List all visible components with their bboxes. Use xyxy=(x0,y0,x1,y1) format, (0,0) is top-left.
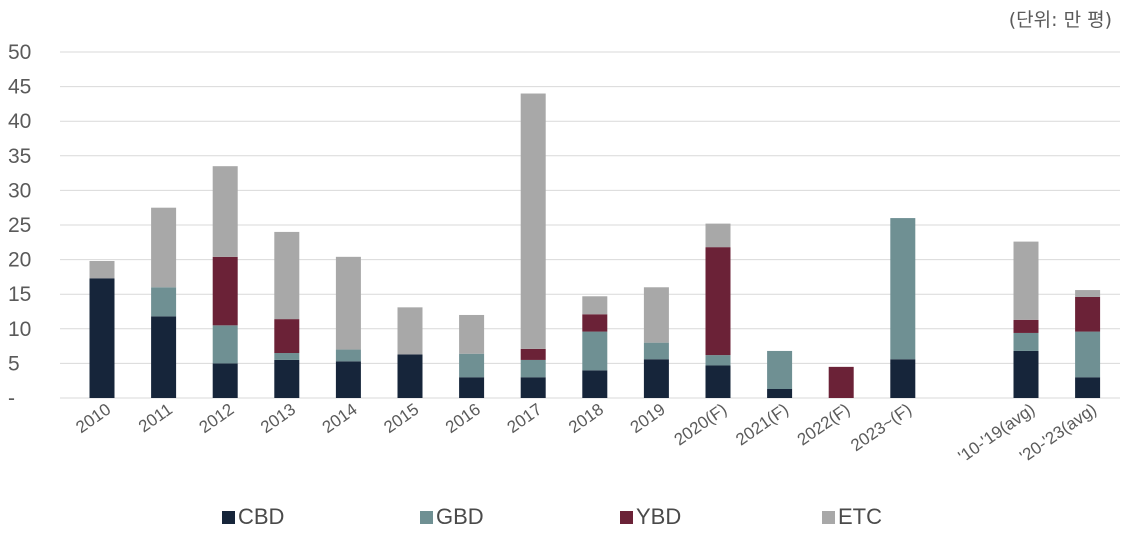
x-tick-label: 2019 xyxy=(627,400,669,437)
y-tick-label: 10 xyxy=(8,318,31,341)
legend-label-etc: ETC xyxy=(838,504,882,529)
bar-segment-cbd xyxy=(705,365,731,398)
bar-segment-cbd xyxy=(890,359,916,398)
bar-segment-gbd xyxy=(582,331,608,371)
bar-segment-etc xyxy=(212,166,238,257)
legend-label-ybd: YBD xyxy=(636,504,681,529)
x-tick-label: 2013 xyxy=(257,400,299,437)
bar-segment-etc xyxy=(643,287,669,343)
bar-segment-ybd xyxy=(274,319,300,354)
bar-segment-gbd xyxy=(767,350,793,390)
legend-label-gbd: GBD xyxy=(436,504,484,529)
y-tick-label: 15 xyxy=(8,283,31,306)
x-tick-label: 2015 xyxy=(380,400,422,437)
bar-segment-cbd xyxy=(274,359,300,398)
y-axis-ticks: - 5 10 15 20 25 30 35 40 45 50 xyxy=(8,41,31,410)
bar-segment-cbd xyxy=(397,354,423,398)
bar-segment-cbd xyxy=(582,370,608,398)
legend-swatch-ybd xyxy=(620,511,633,524)
bar-segment-gbd xyxy=(335,349,361,362)
y-tick-label: 30 xyxy=(8,179,31,202)
x-tick-label: 2023~(F) xyxy=(847,400,915,455)
x-tick-label: 2017 xyxy=(504,400,546,437)
x-tick-label: 2016 xyxy=(442,400,484,437)
y-tick-label: 35 xyxy=(8,145,31,168)
bar-segment-cbd xyxy=(89,278,115,398)
legend-swatch-etc xyxy=(822,511,835,524)
bar-segment-etc xyxy=(582,296,608,315)
x-axis-labels: 2010 2011 2012 2013 2014 2015 2016 2017 2018 2019… xyxy=(72,400,1099,466)
bar-segment-cbd xyxy=(1075,377,1101,398)
bar-segment-etc xyxy=(1013,241,1039,320)
bar-segment-cbd xyxy=(151,316,177,398)
bar-segment-cbd xyxy=(767,389,793,398)
legend-swatch-gbd xyxy=(420,511,433,524)
bar-segment-ybd xyxy=(828,366,854,398)
bar-segment-etc xyxy=(151,207,177,288)
y-tick-label: 20 xyxy=(8,249,31,272)
bar-segment-cbd xyxy=(459,377,485,398)
y-tick-label: 50 xyxy=(8,41,31,64)
bar-segment-gbd xyxy=(890,218,916,360)
bar-segment-gbd xyxy=(705,355,731,366)
bar-segment-etc xyxy=(1075,290,1101,297)
y-tick-label: 40 xyxy=(8,110,31,133)
bar-segment-cbd xyxy=(1013,350,1039,398)
bar-segment-gbd xyxy=(1075,331,1101,378)
x-tick-label: 2010 xyxy=(72,400,114,437)
bar-segment-etc xyxy=(274,231,300,320)
bar-segment-cbd xyxy=(520,377,546,398)
bar-segment-gbd xyxy=(520,359,546,378)
x-tick-label: 2011 xyxy=(135,400,176,437)
legend-label-cbd: CBD xyxy=(238,504,284,529)
bar-segment-cbd xyxy=(212,363,238,398)
bar-segment-gbd xyxy=(1013,332,1039,351)
bar-segment-gbd xyxy=(212,325,238,364)
y-tick-label: - xyxy=(8,387,15,410)
bar-segment-etc xyxy=(89,260,115,279)
bar-segment-gbd xyxy=(643,342,669,360)
bar-segment-ybd xyxy=(582,314,608,332)
legend-swatch-cbd xyxy=(222,511,235,524)
y-tick-label: 5 xyxy=(8,352,20,375)
bar-segment-gbd xyxy=(151,287,177,317)
bar-segment-ybd xyxy=(1075,296,1101,332)
y-tick-label: 45 xyxy=(8,76,31,99)
bar-segment-etc xyxy=(335,256,361,350)
legend: CBD GBD YBD ETC xyxy=(222,504,882,529)
bar-segment-ybd xyxy=(520,348,546,360)
x-tick-label: 2022(F) xyxy=(794,400,854,450)
bar-segment-gbd xyxy=(274,353,300,360)
bars xyxy=(89,93,1101,398)
bar-segment-etc xyxy=(397,307,423,355)
x-tick-label: 2014 xyxy=(319,400,361,437)
unit-label: (단위: 만 평) xyxy=(1009,9,1112,31)
bar-segment-gbd xyxy=(459,353,485,378)
bar-segment-etc xyxy=(520,93,546,349)
bar-segment-ybd xyxy=(705,247,731,356)
x-tick-label: 2012 xyxy=(196,400,238,437)
bar-segment-ybd xyxy=(212,256,238,326)
x-tick-label: 2020(F) xyxy=(671,400,731,450)
x-tick-label: 2021(F) xyxy=(732,400,792,450)
x-tick-label: 2018 xyxy=(565,400,607,437)
y-tick-label: 25 xyxy=(8,214,31,237)
bar-segment-etc xyxy=(705,223,731,248)
bar-segment-etc xyxy=(459,314,485,354)
bar-segment-cbd xyxy=(335,361,361,398)
bar-segment-cbd xyxy=(643,359,669,398)
bar-segment-ybd xyxy=(1013,319,1039,333)
